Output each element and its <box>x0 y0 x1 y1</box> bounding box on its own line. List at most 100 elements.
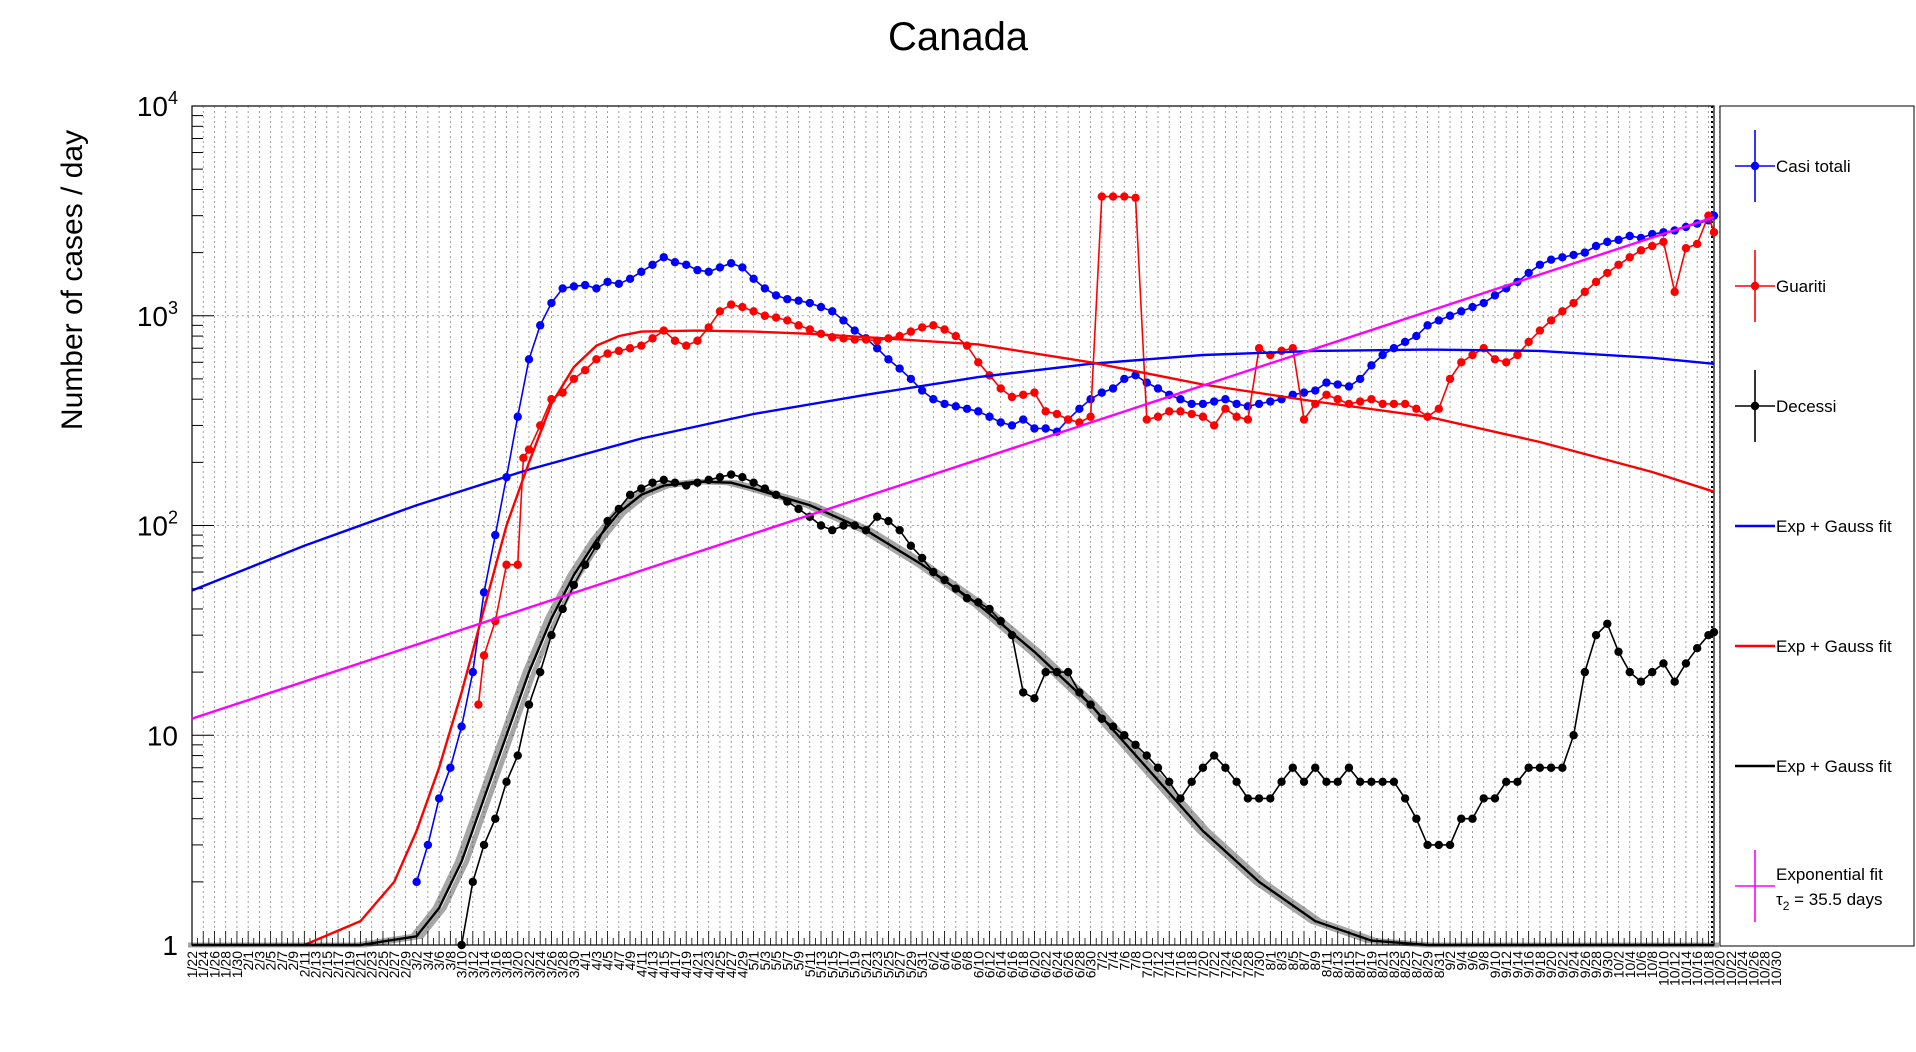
x-tick-label: 9/10 <box>1487 951 1503 978</box>
data-point <box>1108 384 1118 393</box>
x-tick-label: 7/4 <box>1105 951 1121 971</box>
data-point <box>794 321 803 330</box>
data-point <box>614 346 624 356</box>
y-axis: 1 10 102 103 104 <box>137 88 214 961</box>
data-point <box>1468 302 1477 312</box>
data-point <box>1501 777 1511 786</box>
data-point <box>895 525 904 535</box>
series-0 <box>412 211 1719 887</box>
data-point <box>1670 677 1679 686</box>
data-point <box>1625 231 1634 241</box>
data-point <box>1614 647 1623 656</box>
data-point <box>884 355 893 364</box>
data-point <box>704 323 713 332</box>
x-tick-label: 9/20 <box>1543 951 1559 978</box>
x-tick-label: 2/11 <box>296 951 312 977</box>
data-point <box>1030 388 1039 397</box>
data-point <box>682 260 691 269</box>
x-axis: 1/221/241/261/281/302/12/32/52/72/92/112… <box>184 106 1784 986</box>
data-point <box>1670 287 1679 297</box>
x-tick-label: 10/4 <box>1622 951 1638 978</box>
x-tick-label: 7/22 <box>1206 951 1222 978</box>
x-tick-label: 7/18 <box>1184 951 1200 978</box>
data-point <box>962 404 972 414</box>
x-tick-label: 9/4 <box>1453 951 1469 971</box>
data-point <box>872 344 882 353</box>
y-tick-label: 103 <box>137 298 178 332</box>
data-point <box>513 412 522 421</box>
x-tick-label: 3/8 <box>442 951 458 971</box>
x-tick-label: 5/21 <box>858 951 874 978</box>
data-point <box>1198 412 1208 421</box>
data-point <box>1120 731 1129 740</box>
data-point <box>1041 407 1050 416</box>
data-point <box>513 560 522 569</box>
x-tick-label: 4/23 <box>701 951 717 978</box>
data-point <box>1209 421 1219 430</box>
legend-entry: Guariti <box>1735 250 1826 322</box>
data-point <box>648 478 657 487</box>
x-tick-label: 6/18 <box>1015 951 1031 978</box>
data-point <box>1019 415 1028 424</box>
legend-label: Exponential fit <box>1776 865 1883 884</box>
data-point <box>1412 814 1421 823</box>
data-point <box>1513 777 1522 786</box>
data-point <box>569 374 579 384</box>
y-tick-label: 104 <box>137 88 178 122</box>
x-tick-label: 7/6 <box>1116 951 1132 971</box>
data-point <box>491 814 500 823</box>
data-point <box>1333 380 1342 389</box>
data-point <box>1423 840 1432 850</box>
x-tick-label: 3/20 <box>510 951 526 978</box>
data-point <box>794 504 803 514</box>
legend-entry: Decessi <box>1735 370 1836 442</box>
x-tick-label: 7/10 <box>1139 951 1155 978</box>
data-point <box>479 651 489 660</box>
data-point <box>1030 694 1039 703</box>
x-tick-label: 3/14 <box>476 951 492 978</box>
data-point <box>1120 374 1129 384</box>
x-tick-label: 5/11 <box>802 951 818 977</box>
data-point <box>850 326 859 335</box>
x-tick-label: 10/10 <box>1655 951 1671 986</box>
x-tick-label: 4/7 <box>611 951 627 971</box>
data-point <box>783 316 792 325</box>
x-tick-label: 1/22 <box>184 951 200 978</box>
data-point <box>1221 395 1230 404</box>
x-tick-label: 9/30 <box>1599 951 1615 978</box>
data-point <box>1603 237 1612 247</box>
data-point <box>1063 415 1073 424</box>
data-point <box>1198 399 1208 409</box>
x-tick-label: 5/9 <box>791 951 807 971</box>
data-point <box>536 667 545 677</box>
data-point <box>670 336 680 345</box>
data-point <box>1535 763 1545 772</box>
data-point <box>1546 316 1556 325</box>
data-point <box>1176 395 1185 404</box>
data-point <box>1232 412 1241 421</box>
x-tick-label: 8/5 <box>1285 951 1301 971</box>
data-point <box>1434 404 1444 414</box>
data-point <box>1221 404 1230 414</box>
data-point <box>1659 659 1668 668</box>
data-point <box>659 253 668 262</box>
data-point <box>479 840 489 850</box>
x-tick-label: 4/5 <box>600 951 616 971</box>
data-point <box>1468 350 1477 360</box>
x-tick-label: 7/8 <box>1128 951 1144 971</box>
x-tick-label: 2/5 <box>263 951 279 971</box>
data-point <box>558 284 567 293</box>
data-point <box>1535 326 1545 335</box>
x-tick-label: 9/28 <box>1588 951 1604 978</box>
x-tick-label: 9/22 <box>1554 951 1570 978</box>
legend-label: Exp + Gauss fit <box>1776 517 1892 536</box>
data-point <box>839 521 848 530</box>
x-tick-label: 8/7 <box>1296 951 1312 971</box>
data-point <box>1625 253 1634 262</box>
data-point <box>1524 268 1533 278</box>
x-tick-label: 6/26 <box>1060 951 1076 978</box>
data-point <box>603 349 612 358</box>
data-point <box>434 794 444 803</box>
x-tick-label: 4/1 <box>577 951 593 971</box>
data-point <box>1153 412 1163 421</box>
